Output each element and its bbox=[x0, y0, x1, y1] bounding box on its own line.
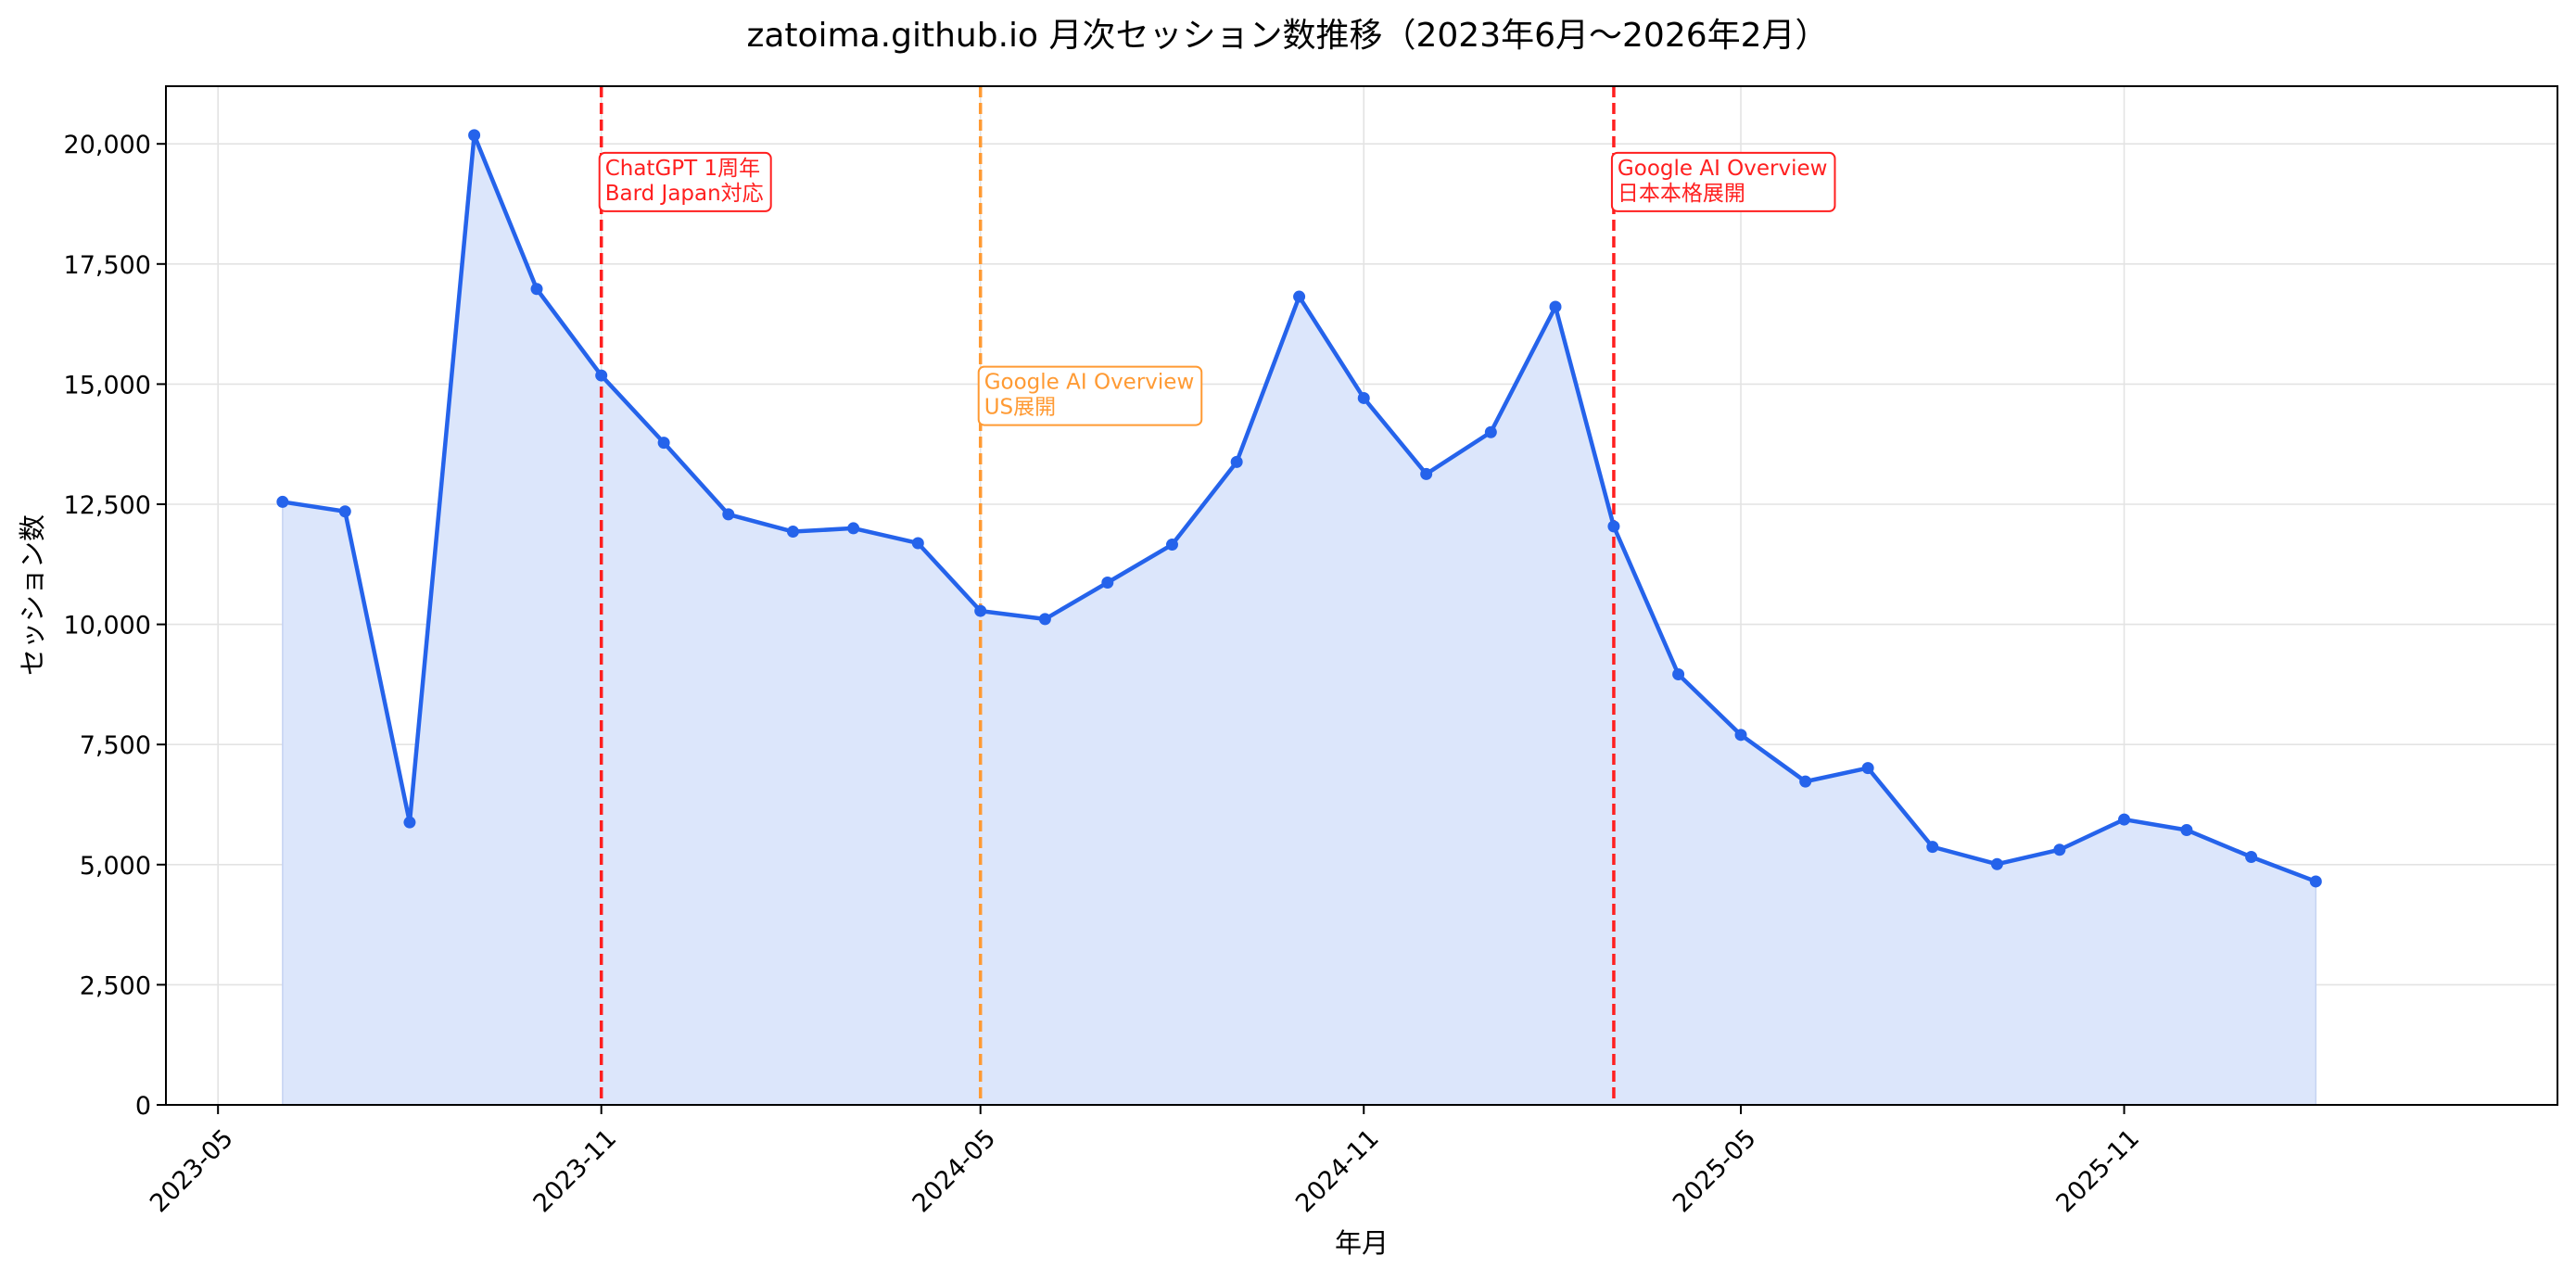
data-point bbox=[657, 437, 670, 450]
data-point bbox=[2245, 851, 2258, 864]
data-point bbox=[1861, 762, 1874, 775]
y-tick-label: 15,000 bbox=[64, 371, 151, 400]
data-point bbox=[595, 369, 608, 382]
y-tick-label: 20,000 bbox=[64, 131, 151, 159]
annotation-text: ChatGPT 1周年 bbox=[605, 157, 760, 181]
plot-frame bbox=[165, 85, 2558, 1106]
y-axis-label: セッション数 bbox=[17, 514, 48, 676]
x-tick-label: 2024-05 bbox=[907, 1124, 1002, 1219]
data-point bbox=[1038, 613, 1051, 626]
annotation-text: 日本本格展開 bbox=[1618, 182, 1745, 206]
annotation-text: Google AI Overview bbox=[984, 371, 1195, 395]
data-point bbox=[276, 495, 289, 508]
data-point bbox=[403, 816, 416, 829]
data-point bbox=[1101, 577, 1114, 590]
x-tick-label: 2025-05 bbox=[1668, 1124, 1762, 1219]
event-lines-layer bbox=[599, 86, 1616, 1105]
x-tick-label: 2023-05 bbox=[145, 1124, 239, 1219]
data-point bbox=[911, 537, 924, 550]
data-point bbox=[1549, 300, 1562, 313]
data-point bbox=[530, 283, 543, 296]
data-point bbox=[1926, 841, 1939, 854]
data-point bbox=[1607, 520, 1620, 533]
annotation-box bbox=[977, 365, 1203, 426]
data-point bbox=[2053, 843, 2066, 856]
chart-title: zatoima.github.io 月次セッション数推移（2023年6月〜202… bbox=[746, 17, 1828, 55]
data-point bbox=[2180, 823, 2193, 836]
data-point bbox=[1799, 775, 1812, 788]
annotation-text: US展開 bbox=[984, 396, 1056, 420]
area-fill-layer bbox=[282, 134, 2317, 1106]
annotation-text: Google AI Overview bbox=[1618, 157, 1828, 181]
y-tick-label: 7,500 bbox=[80, 731, 151, 760]
data-point bbox=[2118, 813, 2131, 826]
data-point bbox=[1230, 455, 1243, 468]
data-point bbox=[1420, 467, 1433, 480]
data-point bbox=[1672, 668, 1685, 681]
data-point bbox=[786, 526, 799, 539]
data-point bbox=[847, 522, 860, 535]
annotation-text: Bard Japan対応 bbox=[605, 182, 764, 206]
series-markers bbox=[276, 129, 2322, 888]
data-point bbox=[974, 604, 987, 617]
data-point bbox=[1484, 425, 1497, 438]
area-fill bbox=[282, 134, 2317, 1106]
x-axis: 2023-05 2023-11 2024-05 2024-11 2025-05 2025-… bbox=[145, 1105, 2145, 1218]
y-tick-label: 12,500 bbox=[64, 491, 151, 520]
y-tick-label: 5,000 bbox=[80, 852, 151, 881]
x-tick-label: 2023-11 bbox=[528, 1124, 623, 1219]
data-point bbox=[468, 129, 481, 142]
annotation-box bbox=[1610, 151, 1836, 212]
x-tick-label: 2025-11 bbox=[2050, 1124, 2145, 1219]
y-tick-label: 0 bbox=[135, 1092, 151, 1121]
y-tick-label: 2,500 bbox=[80, 971, 151, 1000]
annotation-box bbox=[598, 151, 772, 212]
y-axis: 0 2,500 5,000 7,500 10,000 12,500 15,000 17,500… bbox=[64, 131, 166, 1121]
data-point bbox=[1990, 857, 2003, 870]
data-point bbox=[722, 508, 735, 521]
data-point bbox=[1165, 539, 1178, 552]
data-point bbox=[2309, 875, 2322, 888]
x-axis-label: 年月 bbox=[1335, 1227, 1389, 1259]
y-tick-label: 17,500 bbox=[64, 251, 151, 280]
data-point bbox=[338, 505, 351, 518]
data-point bbox=[1293, 290, 1306, 303]
data-point bbox=[1734, 729, 1747, 742]
y-tick-label: 10,000 bbox=[64, 612, 151, 640]
data-point bbox=[1357, 391, 1370, 404]
x-tick-label: 2024-11 bbox=[1290, 1124, 1385, 1219]
